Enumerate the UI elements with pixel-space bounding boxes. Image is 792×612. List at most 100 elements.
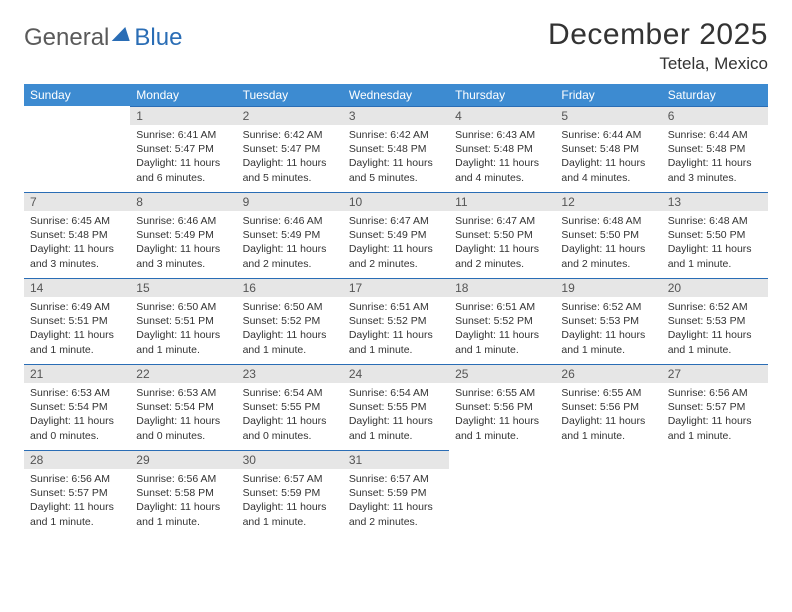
sunset-text: Sunset: 5:52 PM	[243, 314, 337, 328]
calendar-day-cell: 4Sunrise: 6:43 AMSunset: 5:48 PMDaylight…	[449, 106, 555, 192]
day-number: 22	[130, 364, 236, 383]
day-body: Sunrise: 6:57 AMSunset: 5:59 PMDaylight:…	[343, 469, 449, 535]
calendar-day-cell: 21Sunrise: 6:53 AMSunset: 5:54 PMDayligh…	[24, 364, 130, 450]
daylight-text: Daylight: 11 hours and 5 minutes.	[349, 156, 443, 184]
calendar-body: ..1Sunrise: 6:41 AMSunset: 5:47 PMDaylig…	[24, 106, 768, 536]
calendar-week-row: ..1Sunrise: 6:41 AMSunset: 5:47 PMDaylig…	[24, 106, 768, 192]
sunrise-text: Sunrise: 6:56 AM	[30, 472, 124, 486]
calendar-day-cell: 29Sunrise: 6:56 AMSunset: 5:58 PMDayligh…	[130, 450, 236, 536]
sunrise-text: Sunrise: 6:52 AM	[561, 300, 655, 314]
day-number: 6	[662, 106, 768, 125]
brand-logo: General Blue	[24, 24, 182, 52]
sunset-text: Sunset: 5:51 PM	[136, 314, 230, 328]
calendar-day-cell: 23Sunrise: 6:54 AMSunset: 5:55 PMDayligh…	[237, 364, 343, 450]
day-number: 24	[343, 364, 449, 383]
daylight-text: Daylight: 11 hours and 1 minute.	[455, 414, 549, 442]
day-body: Sunrise: 6:53 AMSunset: 5:54 PMDaylight:…	[24, 383, 130, 449]
day-body: Sunrise: 6:43 AMSunset: 5:48 PMDaylight:…	[449, 125, 555, 191]
day-number: 28	[24, 450, 130, 469]
sunset-text: Sunset: 5:54 PM	[136, 400, 230, 414]
sunset-text: Sunset: 5:48 PM	[561, 142, 655, 156]
calendar-day-cell: 27Sunrise: 6:56 AMSunset: 5:57 PMDayligh…	[662, 364, 768, 450]
day-number: 21	[24, 364, 130, 383]
sunset-text: Sunset: 5:47 PM	[136, 142, 230, 156]
calendar-week-row: 28Sunrise: 6:56 AMSunset: 5:57 PMDayligh…	[24, 450, 768, 536]
calendar-day-cell: 28Sunrise: 6:56 AMSunset: 5:57 PMDayligh…	[24, 450, 130, 536]
calendar-day-cell: 22Sunrise: 6:53 AMSunset: 5:54 PMDayligh…	[130, 364, 236, 450]
sunrise-text: Sunrise: 6:41 AM	[136, 128, 230, 142]
sunrise-text: Sunrise: 6:51 AM	[349, 300, 443, 314]
calendar-day-cell: 7Sunrise: 6:45 AMSunset: 5:48 PMDaylight…	[24, 192, 130, 278]
sunrise-text: Sunrise: 6:46 AM	[243, 214, 337, 228]
sunrise-text: Sunrise: 6:53 AM	[136, 386, 230, 400]
sunrise-text: Sunrise: 6:53 AM	[30, 386, 124, 400]
brand-text-blue: Blue	[134, 24, 182, 52]
month-title: December 2025	[548, 18, 768, 52]
calendar-day-cell: 18Sunrise: 6:51 AMSunset: 5:52 PMDayligh…	[449, 278, 555, 364]
day-body: Sunrise: 6:46 AMSunset: 5:49 PMDaylight:…	[130, 211, 236, 277]
sunset-text: Sunset: 5:56 PM	[561, 400, 655, 414]
calendar-day-cell: ..	[24, 106, 130, 192]
day-number: 20	[662, 278, 768, 297]
calendar-day-cell: 9Sunrise: 6:46 AMSunset: 5:49 PMDaylight…	[237, 192, 343, 278]
sunset-text: Sunset: 5:54 PM	[30, 400, 124, 414]
day-number: 1	[130, 106, 236, 125]
day-body: Sunrise: 6:56 AMSunset: 5:58 PMDaylight:…	[130, 469, 236, 535]
calendar-week-row: 21Sunrise: 6:53 AMSunset: 5:54 PMDayligh…	[24, 364, 768, 450]
day-body: Sunrise: 6:48 AMSunset: 5:50 PMDaylight:…	[555, 211, 661, 277]
calendar-day-cell: 17Sunrise: 6:51 AMSunset: 5:52 PMDayligh…	[343, 278, 449, 364]
day-number: 23	[237, 364, 343, 383]
sunrise-text: Sunrise: 6:42 AM	[243, 128, 337, 142]
weekday-header: Saturday	[662, 84, 768, 106]
daylight-text: Daylight: 11 hours and 1 minute.	[668, 242, 762, 270]
daylight-text: Daylight: 11 hours and 0 minutes.	[30, 414, 124, 442]
daylight-text: Daylight: 11 hours and 1 minute.	[561, 414, 655, 442]
daylight-text: Daylight: 11 hours and 5 minutes.	[243, 156, 337, 184]
calendar-day-cell: 13Sunrise: 6:48 AMSunset: 5:50 PMDayligh…	[662, 192, 768, 278]
brand-text-general: General	[24, 24, 109, 52]
day-body: Sunrise: 6:44 AMSunset: 5:48 PMDaylight:…	[662, 125, 768, 191]
sunset-text: Sunset: 5:47 PM	[243, 142, 337, 156]
day-number: 7	[24, 192, 130, 211]
calendar-day-cell: 10Sunrise: 6:47 AMSunset: 5:49 PMDayligh…	[343, 192, 449, 278]
daylight-text: Daylight: 11 hours and 6 minutes.	[136, 156, 230, 184]
calendar-day-cell: 25Sunrise: 6:55 AMSunset: 5:56 PMDayligh…	[449, 364, 555, 450]
sunset-text: Sunset: 5:52 PM	[455, 314, 549, 328]
sunset-text: Sunset: 5:49 PM	[349, 228, 443, 242]
day-number: 30	[237, 450, 343, 469]
sunset-text: Sunset: 5:49 PM	[136, 228, 230, 242]
daylight-text: Daylight: 11 hours and 1 minute.	[243, 328, 337, 356]
weekday-header: Monday	[130, 84, 236, 106]
sunrise-text: Sunrise: 6:57 AM	[243, 472, 337, 486]
daylight-text: Daylight: 11 hours and 2 minutes.	[561, 242, 655, 270]
weekday-header: Tuesday	[237, 84, 343, 106]
sunset-text: Sunset: 5:58 PM	[136, 486, 230, 500]
daylight-text: Daylight: 11 hours and 2 minutes.	[455, 242, 549, 270]
day-number: 31	[343, 450, 449, 469]
day-body: Sunrise: 6:45 AMSunset: 5:48 PMDaylight:…	[24, 211, 130, 277]
daylight-text: Daylight: 11 hours and 0 minutes.	[136, 414, 230, 442]
sunrise-text: Sunrise: 6:55 AM	[455, 386, 549, 400]
day-number: 4	[449, 106, 555, 125]
sunrise-text: Sunrise: 6:47 AM	[455, 214, 549, 228]
day-body: Sunrise: 6:56 AMSunset: 5:57 PMDaylight:…	[24, 469, 130, 535]
sunset-text: Sunset: 5:52 PM	[349, 314, 443, 328]
day-body: Sunrise: 6:49 AMSunset: 5:51 PMDaylight:…	[24, 297, 130, 363]
daylight-text: Daylight: 11 hours and 1 minute.	[349, 328, 443, 356]
calendar-day-cell: 31Sunrise: 6:57 AMSunset: 5:59 PMDayligh…	[343, 450, 449, 536]
sunset-text: Sunset: 5:48 PM	[30, 228, 124, 242]
sunset-text: Sunset: 5:55 PM	[349, 400, 443, 414]
calendar-day-cell: 1 Sunrise: 6:41 AMSunset: 5:47 PMDaylight…	[130, 106, 236, 192]
calendar-week-row: 14Sunrise: 6:49 AMSunset: 5:51 PMDayligh…	[24, 278, 768, 364]
daylight-text: Daylight: 11 hours and 2 minutes.	[349, 242, 443, 270]
daylight-text: Daylight: 11 hours and 1 minute.	[30, 328, 124, 356]
location-text: Tetela, Mexico	[548, 54, 768, 74]
calendar-header-row: SundayMondayTuesdayWednesdayThursdayFrid…	[24, 84, 768, 106]
day-number: 14	[24, 278, 130, 297]
sunrise-text: Sunrise: 6:42 AM	[349, 128, 443, 142]
day-number: 13	[662, 192, 768, 211]
day-body: Sunrise: 6:53 AMSunset: 5:54 PMDaylight:…	[130, 383, 236, 449]
day-number: 10	[343, 192, 449, 211]
sunrise-text: Sunrise: 6:49 AM	[30, 300, 124, 314]
sunrise-text: Sunrise: 6:48 AM	[668, 214, 762, 228]
